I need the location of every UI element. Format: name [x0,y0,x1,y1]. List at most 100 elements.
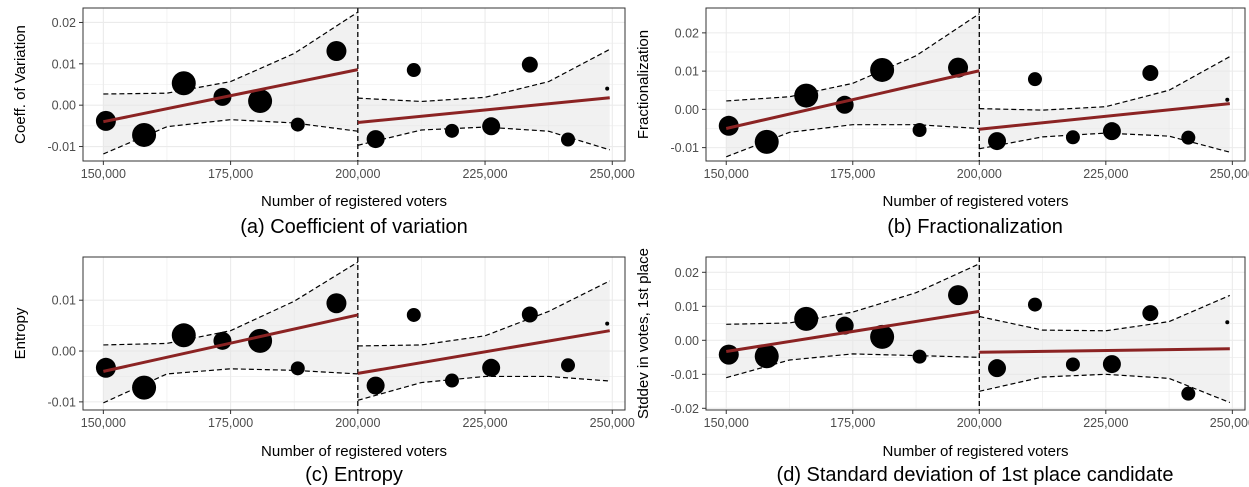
x-tick-label: 250,000 [590,167,635,181]
data-point [605,321,610,326]
data-point [912,123,927,138]
confidence-band [979,295,1230,403]
x-tick-label: 250,000 [590,416,635,430]
data-point [1181,386,1196,401]
chart-panel: 150,000 175,000 200,000 225,000 250,000 -0.02… [635,248,1249,486]
data-point [406,307,421,322]
data-point [718,115,739,136]
data-point [1225,320,1230,325]
fit-line [725,69,980,130]
data-point [754,129,779,154]
band-lower-line [103,368,358,404]
data-point [248,328,273,353]
data-point [1102,122,1121,141]
x-tick-label: 175,000 [830,416,875,430]
x-tick-label: 225,000 [462,167,507,181]
y-tick-label: -0.01 [48,395,77,409]
confidence-band [979,56,1230,153]
data-point [1027,72,1042,87]
data-point [988,132,1007,151]
data-point [171,71,196,96]
x-axis-label: Number of registered voters [261,193,447,210]
band-upper-line [979,56,1231,111]
fit-line [979,102,1230,131]
data-point [988,359,1007,378]
x-tick-label: 250,000 [1210,416,1249,430]
confidence-band [103,12,358,154]
panel-border [705,7,1246,162]
data-point [521,56,538,73]
data-point [754,344,779,369]
x-axis-label: Number of registered voters [883,443,1069,460]
y-tick-label: -0.01 [671,141,700,155]
band-upper-line [357,48,611,103]
data-point [1142,305,1159,322]
data-point [835,316,854,335]
x-tick-label: 225,000 [1083,167,1128,181]
band-upper-line [103,11,359,95]
data-point [444,373,459,388]
x-tick-label: 150,000 [81,416,126,430]
panel-border [705,256,1246,411]
panel-caption: (d) Standard deviation of 1st place cand… [777,464,1174,486]
data-point [482,117,501,136]
data-point [912,349,927,364]
data-point [1027,297,1042,312]
x-tick-label: 175,000 [208,167,253,181]
data-point [561,358,576,373]
y-tick-label: 0.00 [52,345,76,359]
y-tick-label: -0.01 [48,140,77,154]
x-tick-label: 200,000 [335,167,380,181]
data-point [1065,357,1080,372]
data-point [521,306,538,323]
fit-line [103,313,359,373]
x-tick-label: 175,000 [208,416,253,430]
chart-panel: 150,000 175,000 200,000 225,000 250,000 -0.01… [635,7,1249,238]
panel-caption: (a) Coefficient of variation [240,216,468,238]
x-tick-label: 225,000 [1083,416,1128,430]
data-point [1102,355,1121,374]
data-point [366,376,385,395]
fit-line [979,347,1230,354]
data-point [132,122,157,147]
panel-caption: (b) Fractionalization [887,216,1063,238]
data-point [605,86,610,91]
panel-border [82,7,626,162]
chart-panel: 150,000 175,000 200,000 225,000 250,000 -0.01… [12,256,635,486]
data-point [482,358,501,377]
data-point [171,323,196,348]
confidence-band [726,263,980,378]
band-upper-line [103,261,359,346]
data-point [794,306,819,331]
y-axis-label: Fractionalization [635,30,652,139]
x-tick-label: 150,000 [704,167,749,181]
x-tick-label: 200,000 [957,416,1002,430]
y-tick-label: 0.00 [675,334,699,348]
data-point [1181,130,1196,145]
data-point [1142,65,1159,82]
data-point [1065,130,1080,145]
chart-panel: 150,000 175,000 200,000 225,000 250,000 -0.01… [12,7,635,238]
y-axis-label: Stddev in votes, 1st place [635,248,652,419]
band-upper-line [726,13,980,102]
y-tick-label: 0.00 [52,99,76,113]
confidence-band [357,280,610,401]
band-upper-line [726,263,980,325]
fit-line [357,329,610,375]
y-tick-label: 0.02 [52,16,76,30]
data-point [95,357,116,378]
data-point [1225,97,1230,102]
data-point [870,324,895,349]
data-point [794,83,819,108]
band-upper-line [357,280,611,347]
band-upper-line [979,294,1231,332]
fit-line [726,309,980,354]
data-point [835,95,854,114]
band-lower-line [979,373,1231,404]
data-point [290,361,305,376]
data-point [326,293,347,314]
data-point [366,130,385,149]
data-point [948,285,969,306]
y-tick-label: 0.01 [52,57,76,71]
